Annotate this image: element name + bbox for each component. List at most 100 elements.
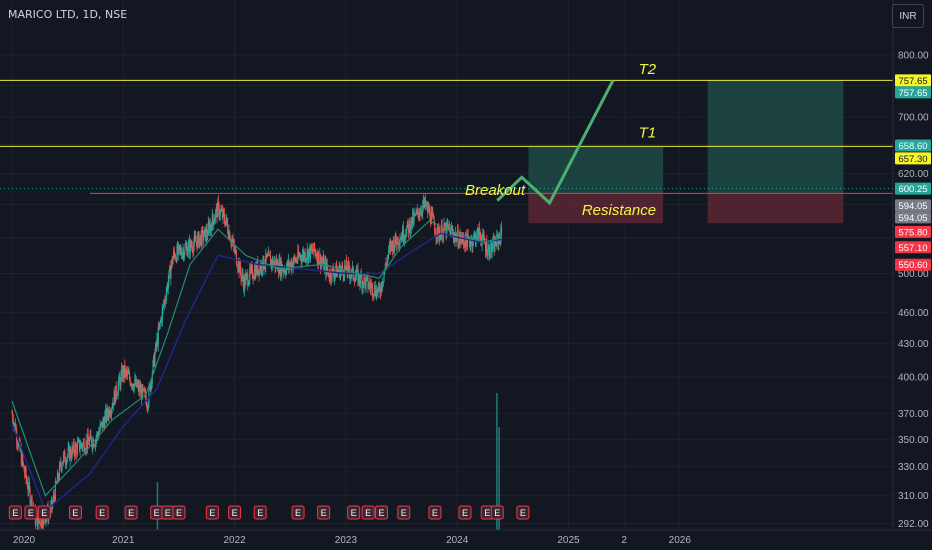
candle-body <box>171 259 173 268</box>
candle-body <box>121 368 123 375</box>
earnings-marker: E <box>397 505 411 520</box>
candle-body <box>87 434 89 442</box>
candle-body <box>264 265 266 269</box>
candle-body <box>270 260 272 266</box>
candle-body <box>379 288 381 294</box>
candle-body <box>242 274 244 282</box>
candle-body <box>54 481 57 501</box>
candle-body <box>389 243 391 247</box>
currency-button[interactable]: INR <box>892 4 924 28</box>
candle-body <box>474 234 476 236</box>
candle-body <box>368 282 370 287</box>
candle-body <box>16 442 18 445</box>
candle-body <box>483 235 485 242</box>
candle-body <box>358 273 360 284</box>
candle-body <box>210 224 212 227</box>
candle-body <box>259 266 262 271</box>
candle-body <box>290 262 292 270</box>
candle-body <box>21 454 23 465</box>
time-axis-panel <box>0 530 932 550</box>
price-tag-label: 757.65 <box>898 76 927 87</box>
candle-body <box>458 245 460 247</box>
candle-body <box>257 261 259 274</box>
candle-body <box>314 250 316 252</box>
candle-body <box>203 229 205 238</box>
annotation-label: T1 <box>639 125 657 142</box>
candle-body <box>18 441 20 447</box>
candle-body <box>53 495 55 497</box>
candle-body <box>374 285 376 295</box>
candle-body <box>454 236 456 241</box>
candle-body <box>286 261 288 268</box>
candle-body <box>249 267 251 281</box>
candle-body <box>371 283 373 285</box>
candle-body <box>63 451 65 455</box>
candle-body <box>488 246 490 250</box>
candle-body <box>214 218 216 221</box>
candle-body <box>38 521 40 522</box>
candle-body <box>301 255 304 262</box>
candle-body <box>384 263 386 270</box>
candle-body <box>372 283 374 296</box>
candle-body <box>192 250 194 253</box>
candle-body <box>139 386 141 392</box>
candle-body <box>152 361 154 374</box>
candle-body <box>144 391 146 393</box>
candle-body <box>135 379 137 386</box>
candle-body <box>107 414 109 418</box>
candle-body <box>334 272 336 275</box>
candle-body <box>220 210 222 212</box>
earnings-marker: E <box>516 505 530 520</box>
candle-body <box>130 384 132 385</box>
candle-body <box>451 228 453 233</box>
candle-body <box>324 262 326 271</box>
y-tick-label: 400.00 <box>898 373 929 384</box>
candle-body <box>413 214 415 223</box>
candle-body <box>126 371 128 375</box>
candle-body <box>269 254 271 257</box>
candle-body <box>465 232 467 241</box>
candle-body <box>223 210 225 214</box>
candle-body <box>153 355 155 366</box>
earnings-marker: E <box>68 505 82 520</box>
candle-body <box>141 385 143 400</box>
earnings-label: E <box>432 508 438 518</box>
candle-body <box>195 241 197 243</box>
candle-body <box>72 446 74 450</box>
candle-body <box>190 241 192 247</box>
price-tag-label: 600.25 <box>898 184 927 195</box>
candle-body <box>283 270 285 273</box>
price-tag-label: 757.65 <box>898 88 927 99</box>
candle-body <box>438 233 440 239</box>
candle-body <box>358 273 360 282</box>
price-tag-label: 575.80 <box>898 227 927 238</box>
candle-body <box>414 213 416 215</box>
candle-body <box>231 240 233 242</box>
candle-body <box>193 244 195 253</box>
candle-body <box>184 246 186 254</box>
annotation-label: Breakout <box>465 182 526 199</box>
candle-body <box>299 255 302 258</box>
candle-body <box>419 214 421 216</box>
candle-body <box>26 478 28 482</box>
earnings-marker: E <box>291 505 305 520</box>
candle-body <box>439 233 441 240</box>
candle-body <box>386 264 388 266</box>
candle-body <box>415 211 417 216</box>
candle-body <box>375 294 377 298</box>
candle-body <box>263 268 266 270</box>
candle-body <box>225 221 227 226</box>
candle-body <box>115 385 117 397</box>
candle-body <box>56 473 59 484</box>
candle-body <box>191 246 193 251</box>
candle-body <box>327 269 329 271</box>
candle-body <box>494 239 496 252</box>
candle-body <box>233 240 235 246</box>
candle-body <box>274 260 276 268</box>
candle-body <box>147 404 149 409</box>
candle-body <box>404 235 406 240</box>
candle-body <box>457 230 459 247</box>
candle-body <box>72 442 75 450</box>
candle-body <box>253 277 255 279</box>
